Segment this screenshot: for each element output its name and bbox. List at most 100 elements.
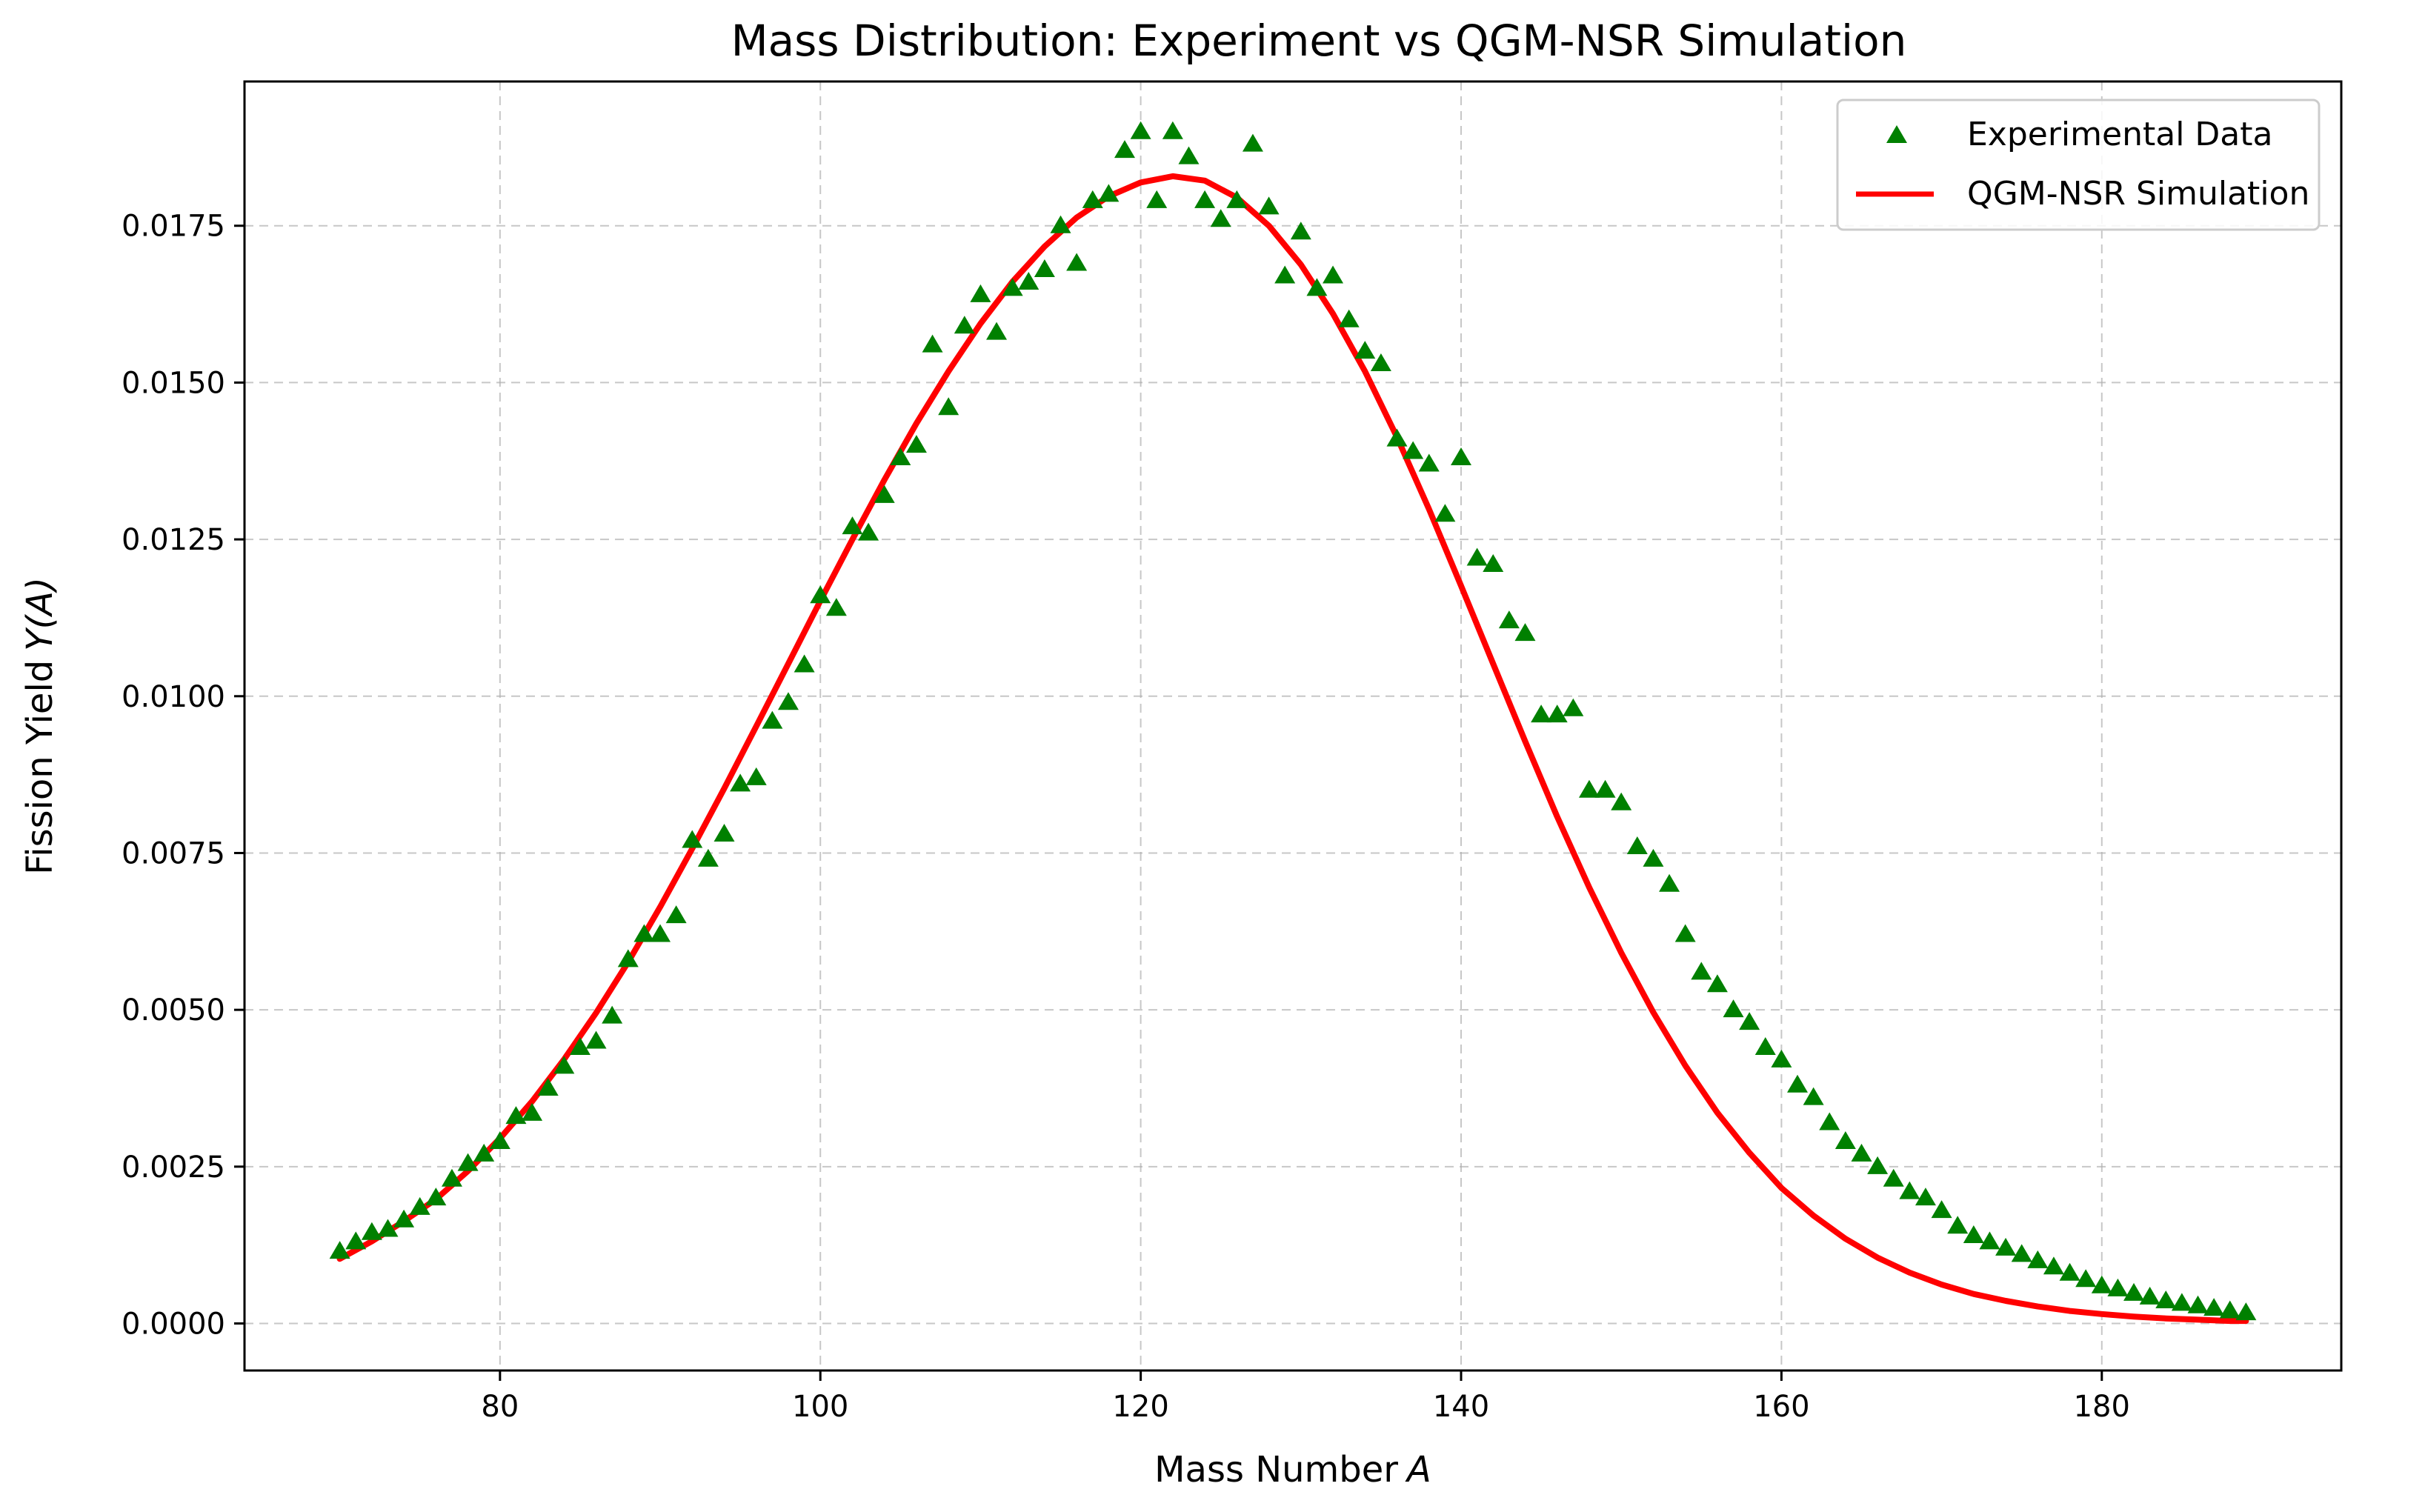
y-tick-label: 0.0175 bbox=[122, 210, 225, 244]
axis-ticks: 80 100 120 140 160 180 0.0000 0.0025 0.0050 0.007… bbox=[122, 210, 2130, 1424]
x-axis-label: Mass Number A bbox=[1154, 1449, 1431, 1491]
experimental-data-point bbox=[986, 322, 1008, 340]
experimental-data-point bbox=[1323, 265, 1344, 284]
experimental-data-point bbox=[1754, 1036, 1776, 1055]
experimental-data-point bbox=[762, 710, 783, 729]
experimental-data-point bbox=[1050, 215, 1071, 233]
experimental-data-point bbox=[1194, 190, 1216, 208]
y-tick-label: 0.0150 bbox=[122, 366, 225, 400]
experimental-data-point bbox=[1578, 779, 1600, 798]
experimental-data-point bbox=[1706, 974, 1728, 993]
x-tick-label: 80 bbox=[481, 1390, 519, 1424]
experimental-data-point bbox=[665, 905, 687, 924]
experimental-data-point bbox=[2171, 1293, 2192, 1311]
experimental-data-point bbox=[1514, 623, 1536, 642]
x-axis-label-var: A bbox=[1405, 1449, 1431, 1491]
qgm-nsr-simulation-line bbox=[336, 173, 2249, 1325]
experimental-data-point bbox=[1146, 190, 1168, 208]
experimental-data-point bbox=[505, 1106, 527, 1125]
experimental-data-point bbox=[409, 1196, 430, 1215]
experimental-data-point bbox=[954, 316, 975, 334]
experimental-data-point bbox=[522, 1102, 543, 1121]
experimental-data-point bbox=[2123, 1282, 2145, 1301]
experimental-data-point bbox=[2043, 1256, 2064, 1275]
series-layer bbox=[329, 121, 2257, 1325]
experimental-data-point bbox=[1498, 610, 1520, 629]
experimental-data-point bbox=[2219, 1300, 2241, 1319]
experimental-data-point bbox=[1851, 1143, 1872, 1162]
experimental-data-point bbox=[1626, 836, 1648, 854]
experimental-data-point bbox=[2091, 1275, 2112, 1293]
experimental-data-point bbox=[1691, 962, 1712, 980]
experimental-data-point bbox=[842, 516, 863, 535]
legend-label-experimental-data: Experimental Data bbox=[1967, 116, 2272, 153]
experimental-data-point bbox=[1787, 1074, 1809, 1093]
y-tick-label: 0.0100 bbox=[122, 680, 225, 714]
experimental-data-point bbox=[697, 848, 719, 867]
experimental-data-point bbox=[1531, 705, 1552, 723]
experimental-data-point bbox=[1034, 259, 1055, 278]
x-tick-label: 160 bbox=[1753, 1390, 1809, 1424]
experimental-data-point bbox=[1130, 121, 1151, 139]
experimental-data-point bbox=[2203, 1298, 2225, 1316]
experimental-data-point bbox=[473, 1143, 495, 1162]
experimental-data-point bbox=[2107, 1278, 2129, 1296]
experimental-data-point bbox=[585, 1030, 607, 1049]
x-tick-label: 100 bbox=[792, 1390, 848, 1424]
experimental-data-point bbox=[858, 522, 879, 541]
experimental-data-point bbox=[874, 484, 895, 503]
experimental-data-point bbox=[745, 767, 767, 785]
experimental-data-point bbox=[1098, 184, 1120, 202]
experimental-data-point bbox=[794, 654, 815, 673]
y-axis-label: Fission Yield Y(A) bbox=[19, 577, 61, 875]
legend-box bbox=[1836, 99, 2321, 231]
legend-label-qgm-nsr-simulation: QGM-NSR Simulation bbox=[1967, 175, 2309, 213]
experimental-data-point bbox=[938, 397, 959, 416]
experimental-data-point bbox=[2187, 1295, 2209, 1313]
experimental-data-point bbox=[1594, 779, 1616, 798]
y-tick-label: 0.0050 bbox=[122, 993, 225, 1028]
experimental-data-point bbox=[682, 830, 703, 848]
experimental-data-point bbox=[602, 1005, 623, 1024]
experimental-data-point bbox=[1370, 353, 1391, 372]
experimental-data-point bbox=[1963, 1225, 1984, 1243]
experimental-data-point bbox=[922, 334, 943, 353]
experimental-data-point bbox=[329, 1241, 350, 1259]
experimental-data-point bbox=[2011, 1244, 2032, 1262]
experimental-data-point bbox=[345, 1231, 367, 1250]
experimental-data-point bbox=[1546, 705, 1568, 723]
experimental-data-point bbox=[617, 949, 639, 968]
experimental-data-point bbox=[393, 1209, 415, 1228]
legend-marker-experimental-data bbox=[1886, 125, 1907, 143]
experimental-data-point bbox=[1563, 698, 1584, 716]
experimental-data-point bbox=[457, 1153, 479, 1171]
experimental-data-point bbox=[1611, 792, 1632, 810]
experimental-data-point bbox=[1114, 140, 1135, 159]
y-tick-label: 0.0025 bbox=[122, 1150, 225, 1185]
experimental-data-point bbox=[1915, 1188, 1936, 1206]
experimental-data-point bbox=[2235, 1302, 2257, 1321]
experimental-data-point bbox=[730, 773, 751, 792]
plot-area-frame bbox=[243, 80, 2343, 1372]
experimental-data-point bbox=[425, 1188, 447, 1206]
experimental-data-point bbox=[713, 824, 735, 842]
experimental-data-point bbox=[1834, 1130, 1856, 1149]
x-tick-label: 120 bbox=[1112, 1390, 1168, 1424]
experimental-data-point bbox=[1451, 447, 1472, 466]
grid bbox=[245, 81, 2341, 1371]
experimental-data-point bbox=[1306, 278, 1328, 296]
experimental-data-point bbox=[1771, 1049, 1792, 1068]
experimental-data-point bbox=[489, 1130, 510, 1149]
experimental-data-point bbox=[1659, 873, 1680, 892]
x-tick-label: 180 bbox=[2074, 1390, 2130, 1424]
experimental-data-point bbox=[2139, 1286, 2160, 1305]
experimental-data-point bbox=[1803, 1087, 1824, 1105]
experimental-data-point bbox=[1066, 253, 1088, 271]
experimental-data-point bbox=[1354, 341, 1376, 359]
experimental-data-point bbox=[1723, 999, 1744, 1018]
experimental-data-point bbox=[1338, 309, 1360, 327]
experimental-data-point bbox=[1210, 209, 1231, 227]
experimental-data-point bbox=[1867, 1156, 1889, 1174]
